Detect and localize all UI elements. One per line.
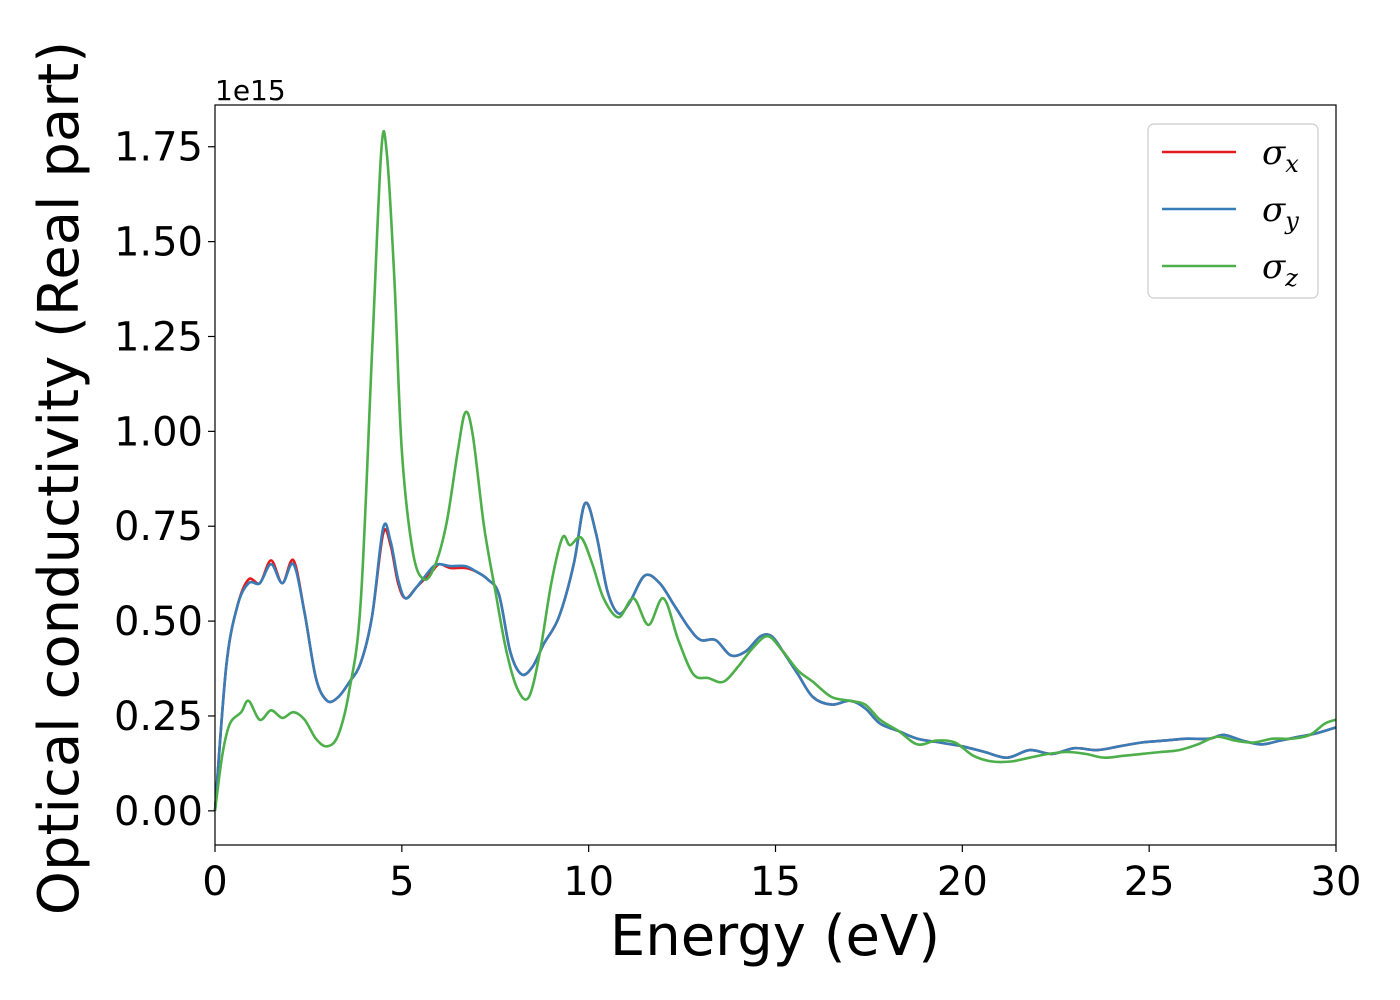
plot-lines bbox=[213, 129, 1337, 811]
legend-label-x: σx bbox=[1262, 133, 1299, 178]
y-offset-label: 1e15 bbox=[215, 74, 286, 107]
legend-label-y: σy bbox=[1262, 190, 1299, 235]
y-axis-ticks: 0.00 0.25 0.50 0.75 1.00 1.25 1.50 1.75 bbox=[114, 125, 215, 835]
x-tick-label: 15 bbox=[750, 859, 801, 905]
y-tick-label: 1.50 bbox=[114, 220, 203, 266]
y-tick-label: 1.00 bbox=[114, 409, 203, 455]
y-tick-label: 1.75 bbox=[114, 125, 203, 171]
legend: σx σy σz bbox=[1147, 123, 1319, 299]
y-tick-label: 0.25 bbox=[114, 694, 203, 740]
x-tick-label: 20 bbox=[937, 859, 988, 905]
x-tick-label: 5 bbox=[389, 859, 414, 905]
series-line-z bbox=[213, 129, 1337, 811]
y-tick-label: 0.50 bbox=[114, 599, 203, 645]
x-tick-label: 0 bbox=[202, 859, 227, 905]
legend-box bbox=[1147, 123, 1319, 299]
y-tick-label: 1.25 bbox=[114, 314, 203, 360]
x-tick-label: 10 bbox=[563, 859, 614, 905]
y-tick-label: 0.75 bbox=[114, 504, 203, 550]
legend-label-z: σz bbox=[1262, 247, 1298, 292]
y-tick-label: 0.00 bbox=[114, 789, 203, 835]
x-tick-label: 25 bbox=[1124, 859, 1175, 905]
y-axis-label: Optical conductivity (Real part) bbox=[27, 41, 92, 915]
x-tick-label: 30 bbox=[1311, 859, 1362, 905]
x-axis-label: Energy (eV) bbox=[610, 904, 940, 969]
x-axis-ticks: 0 5 10 15 20 25 30 bbox=[202, 845, 1361, 905]
